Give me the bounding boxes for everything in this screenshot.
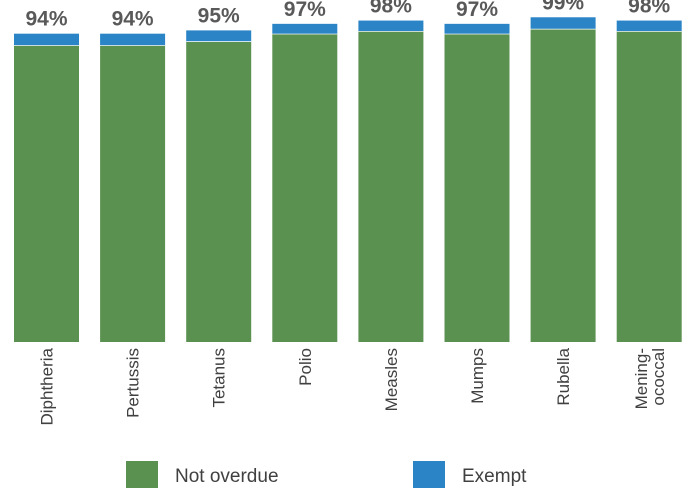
- total-label: 97%: [456, 0, 498, 21]
- svg-text:Tetanus: Tetanus: [210, 348, 229, 408]
- category-label: Diphtheria: [38, 347, 57, 425]
- category-label: Measles: [382, 348, 401, 411]
- total-label: 99%: [542, 0, 584, 14]
- bar-exempt-1: [100, 34, 165, 45]
- bar-not-overdue-6: [531, 29, 596, 342]
- total-label: 98%: [628, 0, 670, 18]
- total-label: 94%: [112, 8, 154, 31]
- total-label: 97%: [284, 0, 326, 21]
- bar-not-overdue-5: [445, 34, 510, 342]
- category-label: Polio: [296, 348, 315, 386]
- bar-exempt-3: [272, 24, 337, 34]
- svg-text:Measles: Measles: [382, 348, 401, 411]
- legend-label-not-overdue: Not overdue: [175, 466, 279, 487]
- total-label: 98%: [370, 0, 412, 18]
- legend-swatch-exempt: [413, 461, 445, 488]
- category-label: Mening-ococcal: [632, 348, 668, 409]
- bar-exempt-5: [445, 24, 510, 34]
- bar-exempt-6: [531, 17, 596, 28]
- bar-not-overdue-7: [617, 31, 682, 342]
- legend-label-exempt: Exempt: [462, 466, 527, 487]
- svg-text:Polio: Polio: [296, 348, 315, 386]
- bar-exempt-4: [358, 21, 423, 31]
- category-labels-layer: Diphtheria Pertussis Tetanus Polio Measles Mu…: [38, 347, 669, 425]
- svg-text:Pertussis: Pertussis: [124, 348, 143, 418]
- category-label: Tetanus: [210, 348, 229, 408]
- bar-not-overdue-0: [14, 45, 79, 342]
- legend-swatch-not-overdue: [126, 461, 158, 488]
- bar-exempt-7: [617, 21, 682, 31]
- svg-text:Rubella: Rubella: [554, 347, 573, 405]
- total-label: 94%: [25, 8, 67, 31]
- bar-not-overdue-2: [186, 41, 251, 342]
- bar-not-overdue-1: [100, 45, 165, 342]
- bar-exempt-2: [186, 30, 251, 41]
- svg-text:Mumps: Mumps: [468, 348, 487, 404]
- category-label: Pertussis: [124, 348, 143, 418]
- category-label: Rubella: [554, 347, 573, 405]
- total-label: 95%: [198, 4, 240, 27]
- category-label: Mumps: [468, 348, 487, 404]
- svg-text:Mening-ococcal: Mening-ococcal: [632, 348, 668, 409]
- svg-text:Diphtheria: Diphtheria: [38, 347, 57, 425]
- legend: Not overdue Exempt: [126, 461, 527, 488]
- bar-not-overdue-3: [272, 34, 337, 342]
- bar-exempt-0: [14, 34, 79, 45]
- bars-layer: [14, 17, 682, 342]
- bar-not-overdue-4: [358, 31, 423, 342]
